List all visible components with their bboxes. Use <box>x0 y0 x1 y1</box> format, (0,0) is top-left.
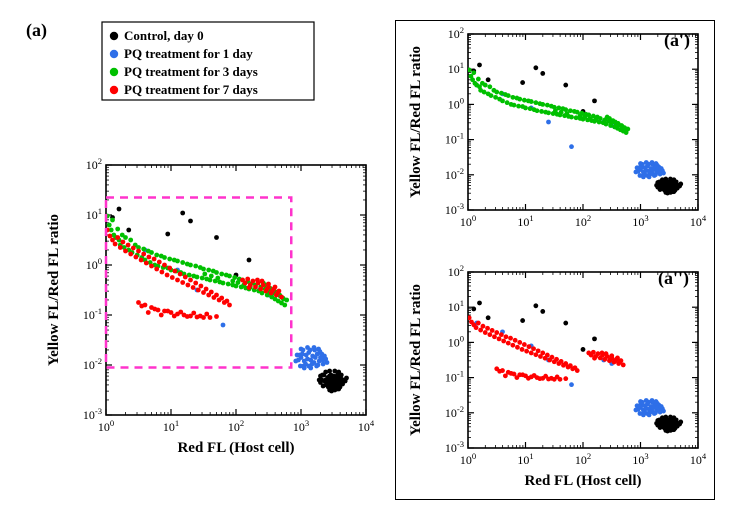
svg-text:104: 104 <box>358 418 375 434</box>
svg-text:100: 100 <box>86 256 102 272</box>
svg-text:102: 102 <box>575 451 591 467</box>
svg-text:100: 100 <box>98 418 114 434</box>
svg-text:100: 100 <box>448 95 464 111</box>
svg-text:103: 103 <box>293 418 309 434</box>
svg-text:100: 100 <box>460 213 476 229</box>
svg-text:101: 101 <box>448 60 464 76</box>
svg-text:PQ treatment for 3 days: PQ treatment for 3 days <box>124 64 258 79</box>
svg-text:102: 102 <box>228 418 244 434</box>
svg-text:PQ treatment for 7 days: PQ treatment for 7 days <box>124 82 258 97</box>
svg-text:10-1: 10-1 <box>445 369 464 385</box>
svg-text:PQ treatment for 1 day: PQ treatment for 1 day <box>124 46 253 61</box>
svg-text:101: 101 <box>448 298 464 314</box>
svg-text:10-1: 10-1 <box>83 306 102 322</box>
panel-label: (a) <box>26 20 47 41</box>
scatter-panel-ap: 10010110210310410-310-210-1100101102Yell… <box>400 22 716 260</box>
svg-text:104: 104 <box>690 213 707 229</box>
svg-text:10-2: 10-2 <box>445 404 464 420</box>
scatter-panel-a: 10010110210310410-310-210-1100101102Red … <box>20 10 380 490</box>
svg-text:101: 101 <box>163 418 179 434</box>
svg-text:10-2: 10-2 <box>83 356 102 372</box>
svg-text:Yellow FL/Red FL ratio: Yellow FL/Red FL ratio <box>46 214 62 366</box>
figure-stage: 10010110210310410-310-210-1100101102Red … <box>0 0 731 525</box>
svg-text:Red FL (Host cell): Red FL (Host cell) <box>524 473 641 489</box>
svg-text:100: 100 <box>460 451 476 467</box>
svg-text:103: 103 <box>632 213 648 229</box>
svg-text:100: 100 <box>448 333 464 349</box>
svg-text:10-1: 10-1 <box>445 131 464 147</box>
scatter-panel-app: 10010110210310410-310-210-1100101102Red … <box>400 260 716 498</box>
svg-text:104: 104 <box>690 451 707 467</box>
svg-text:101: 101 <box>517 451 533 467</box>
svg-text:Yellow FL/Red FL ratio: Yellow FL/Red FL ratio <box>408 284 424 436</box>
svg-text:Red FL (Host cell): Red FL (Host cell) <box>177 440 294 456</box>
svg-text:102: 102 <box>448 263 464 279</box>
panel-label: (a') <box>664 30 690 51</box>
svg-text:101: 101 <box>517 213 533 229</box>
svg-text:102: 102 <box>86 156 102 172</box>
svg-text:Control, day 0: Control, day 0 <box>124 28 204 43</box>
svg-text:101: 101 <box>86 206 102 222</box>
svg-text:102: 102 <box>575 213 591 229</box>
svg-text:103: 103 <box>632 451 648 467</box>
svg-text:10-2: 10-2 <box>445 166 464 182</box>
panel-label: (a'') <box>658 268 689 289</box>
svg-text:Yellow FL/Red FL ratio: Yellow FL/Red FL ratio <box>408 46 424 198</box>
svg-text:102: 102 <box>448 25 464 41</box>
